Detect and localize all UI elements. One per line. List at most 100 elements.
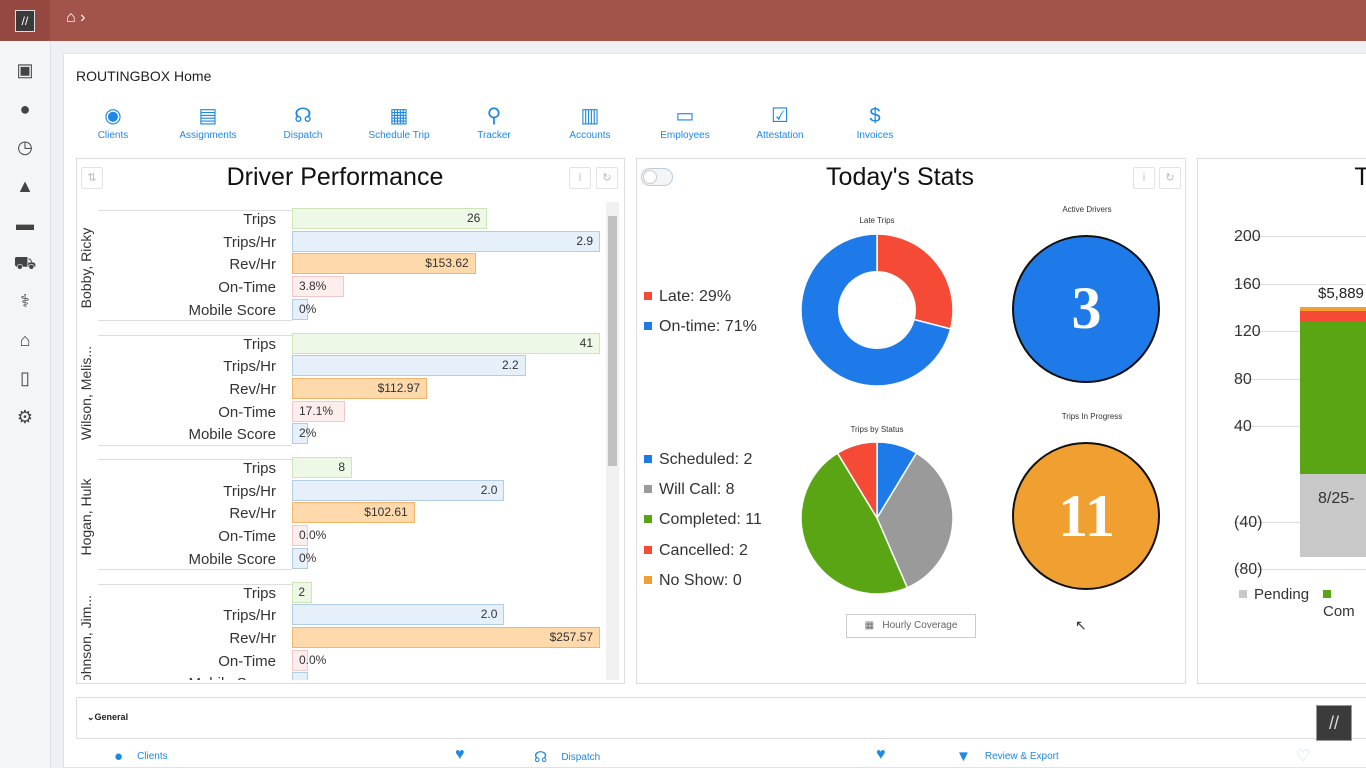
divider — [98, 334, 292, 336]
scrollbar-thumb[interactable] — [608, 216, 617, 466]
bar-segment-series2[interactable] — [1300, 310, 1366, 322]
quick-action-employees[interactable]: ▭ Employees — [640, 104, 730, 141]
quick-action-schedule-trip[interactable]: ▦ Schedule Trip — [354, 104, 444, 141]
favorite-heart-icon[interactable]: ♥ — [455, 746, 465, 763]
quick-action-invoices[interactable]: $ Invoices — [830, 104, 920, 141]
gear-icon[interactable]: ⚙ — [16, 406, 34, 427]
metric-value: $102.61 — [364, 505, 408, 520]
legend-item[interactable]: Late: 29% — [644, 288, 731, 306]
employees-icon: ▭ — [675, 105, 695, 127]
user-icon[interactable]: ● — [19, 98, 31, 119]
breadcrumb: ⌂ › — [66, 9, 85, 27]
legend-item[interactable]: Scheduled: 2 — [644, 451, 752, 469]
clock-icon[interactable]: ◷ — [17, 137, 33, 157]
truck-icon[interactable]: ⛟ — [13, 252, 37, 273]
metric-label: Trips — [243, 211, 276, 228]
legend-swatch — [1239, 590, 1247, 598]
metric-bar: $153.62 — [292, 253, 476, 275]
legend-item[interactable]: Will Call: 8 — [644, 481, 735, 499]
quick-action-assignments[interactable]: ▤ Assignments — [163, 104, 253, 141]
y-tick-label: (80) — [1234, 561, 1263, 579]
legend-item[interactable]: Cancelled: 2 — [644, 542, 748, 560]
late-trips-title: Late Trips — [859, 216, 895, 225]
quick-action-label: Accounts — [569, 130, 611, 141]
metric-label: Rev/Hr — [229, 380, 276, 398]
legend-item[interactable]: Com — [1323, 586, 1366, 620]
metric-bar: 3.8% — [292, 276, 344, 298]
info-icon[interactable]: i — [569, 167, 591, 189]
legend-swatch — [644, 485, 652, 494]
quick-action-clients[interactable]: ◉ Clients — [68, 104, 158, 141]
divider — [98, 569, 292, 570]
hourly-coverage-button[interactable]: ▦ Hourly Coverage — [846, 614, 976, 638]
metric-value: 2% — [299, 426, 317, 441]
metric-bar: 2.0 — [292, 479, 505, 501]
trips-by-status-slice[interactable] — [800, 452, 909, 595]
metric-value: 8 — [338, 460, 346, 474]
metric-bar — [292, 672, 308, 680]
footer-link-dispatch[interactable]: ☊ Dispatch — [534, 748, 600, 766]
breadcrumb-separator: › — [80, 9, 86, 26]
gridline — [1234, 236, 1366, 237]
legend-item[interactable]: No Show: 0 — [644, 572, 742, 590]
footer-link-label: Clients — [137, 751, 168, 762]
general-toggle[interactable]: ⌄General — [87, 712, 128, 723]
refresh-icon[interactable]: ↻ — [1159, 167, 1181, 189]
trips-by-status-slice[interactable] — [836, 441, 878, 521]
bank-icon[interactable]: ⌂ — [19, 329, 31, 350]
legend-item[interactable]: Pending — [1239, 586, 1309, 603]
favorite-heart-icon[interactable]: ♥ — [876, 746, 886, 763]
metric-value: 2.2 — [501, 358, 519, 373]
file-icon[interactable]: ▯ — [20, 368, 30, 388]
road-icon[interactable]: ▲ — [16, 175, 34, 196]
quick-action-label: Attestation — [756, 130, 804, 141]
bar-segment-series3[interactable] — [1300, 307, 1366, 311]
bar-segment-com[interactable] — [1300, 321, 1366, 474]
app-logo[interactable]: // — [0, 0, 50, 41]
quick-action-label: Tracker — [477, 130, 511, 141]
bar-segment-pending[interactable] — [1300, 474, 1366, 558]
favorite-heart-outline-icon[interactable]: ♡ — [1296, 748, 1311, 765]
mouse-cursor-icon: ↖ — [1075, 617, 1087, 633]
quick-action-attestation[interactable]: ☑ Attestation — [735, 104, 825, 141]
money-card-icon[interactable]: ▬ — [16, 214, 34, 234]
metric-row: Trips 41 — [98, 332, 600, 356]
routingbox-logo[interactable]: // — [1316, 705, 1352, 741]
quick-action-tracker[interactable]: ⚲ Tracker — [449, 104, 539, 141]
general-label: General — [94, 712, 129, 722]
metric-row: On-Time 0.0% — [98, 649, 600, 673]
quick-action-accounts[interactable]: ▥ Accounts — [545, 104, 635, 141]
legend-label: On-time: 71% — [659, 318, 757, 335]
legend-label: Completed: 11 — [659, 511, 762, 529]
metric-bar: 2 — [292, 581, 312, 603]
home-icon[interactable]: ⌂ — [66, 9, 76, 26]
metric-row: Rev/Hr $153.62 — [98, 253, 600, 276]
quick-action-label: Employees — [660, 130, 710, 141]
legend-label: Late: 29% — [659, 288, 732, 305]
sort-icon[interactable]: ⇅ — [81, 167, 103, 189]
metric-row: Rev/Hr $102.61 — [98, 502, 600, 525]
divider — [98, 320, 292, 321]
hourly-coverage-label: Hourly Coverage — [882, 620, 958, 631]
metric-row: Trips 8 — [98, 457, 600, 480]
legend-item[interactable]: Completed: 11 — [644, 511, 762, 529]
footer-link-clients[interactable]: ● Clients — [114, 748, 168, 765]
trips-by-status-slice[interactable] — [876, 452, 954, 589]
metric-bar: 2.2 — [292, 355, 526, 377]
metric-row: Rev/Hr $257.57 — [98, 626, 600, 650]
info-icon[interactable]: i — [1133, 167, 1155, 189]
metric-label: Trips/Hr — [223, 607, 276, 625]
footer-link-review-export[interactable]: ▼ Review & Export — [956, 748, 1059, 765]
metric-bar: 0% — [292, 547, 316, 569]
legend-item[interactable]: On-time: 71% — [644, 318, 757, 336]
calendar-check-icon[interactable]: ▣ — [16, 60, 34, 80]
todays-stats-title: Today's Stats — [826, 163, 974, 191]
refresh-icon[interactable]: ↻ — [596, 167, 618, 189]
toggle-switch[interactable] — [641, 168, 673, 186]
stethoscope-icon[interactable]: ⚕ — [20, 291, 30, 311]
scrollbar[interactable] — [606, 202, 619, 680]
metric-bar: 2% — [292, 423, 316, 445]
quick-action-dispatch[interactable]: ☊ Dispatch — [258, 104, 348, 141]
metric-value: 2.9 — [576, 233, 593, 248]
